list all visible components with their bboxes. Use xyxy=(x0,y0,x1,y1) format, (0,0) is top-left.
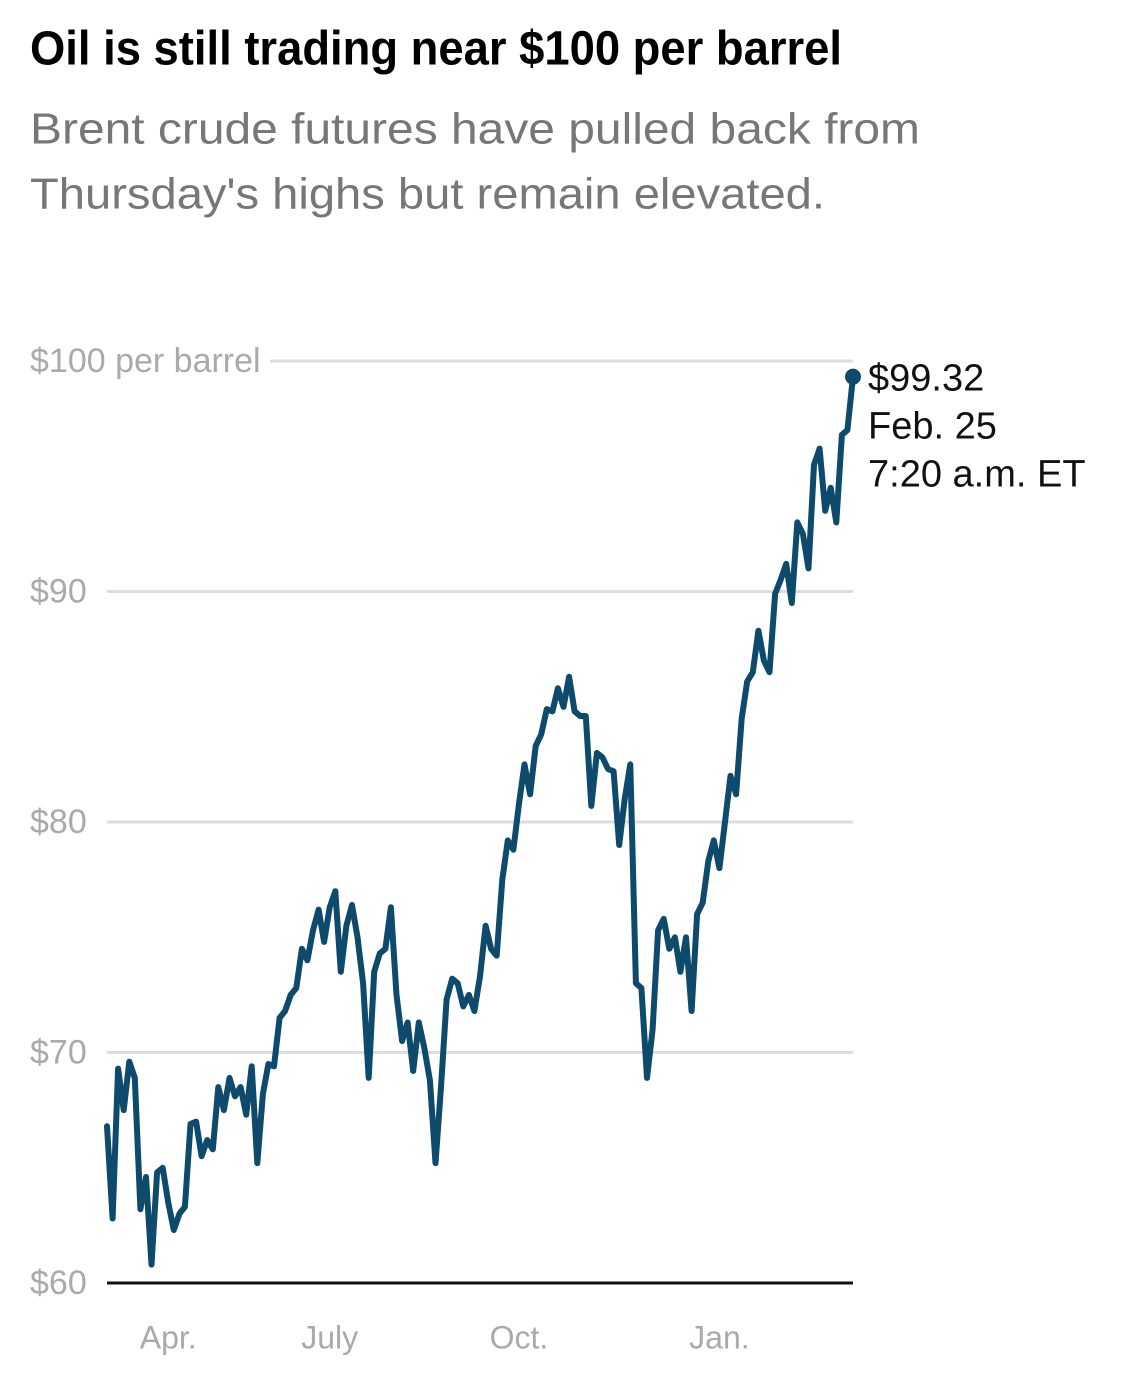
value-label: $99.32 xyxy=(868,358,984,400)
chart-title: Oil is still trading near $100 per barre… xyxy=(30,23,842,76)
chart-subtitle: Thursday's highs but remain elevated. xyxy=(30,170,825,219)
x-tick-label: Oct. xyxy=(490,1319,549,1355)
y-tick-label: $80 xyxy=(30,803,87,841)
line xyxy=(104,373,856,1268)
end-dot xyxy=(845,368,861,385)
chart-subtitle: Brent crude futures have pulled back fro… xyxy=(30,105,920,154)
y-tick-label: $90 xyxy=(30,572,87,610)
x-tick-label: Jan. xyxy=(689,1319,749,1355)
x-tick-label: Apr. xyxy=(140,1319,197,1355)
annotation: 7:20 a.m. ET xyxy=(868,454,1086,496)
y-tick-label: $70 xyxy=(30,1033,87,1071)
y-tick-label: $60 xyxy=(30,1264,87,1302)
annotation: Feb. 25 xyxy=(868,406,997,448)
y-tick-label: $100 per barrel xyxy=(30,342,261,380)
x-tick-label: July xyxy=(301,1319,358,1355)
